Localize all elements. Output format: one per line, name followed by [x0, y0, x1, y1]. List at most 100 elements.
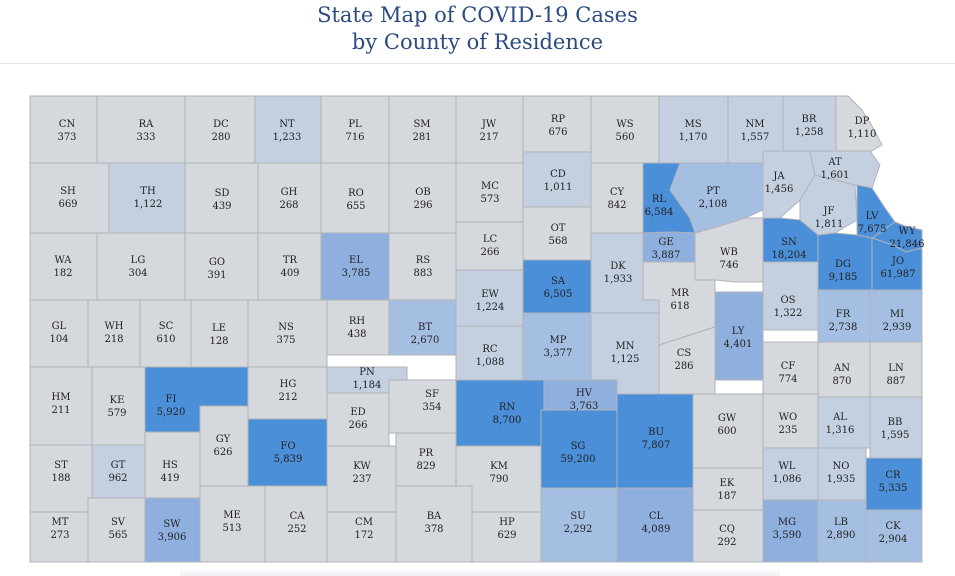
county-pr[interactable]: [395, 432, 457, 487]
county-code-label: RA: [139, 119, 155, 130]
county-rs[interactable]: [388, 232, 457, 301]
county-cases-label: 655: [346, 201, 365, 212]
county-cases-label: 626: [213, 447, 232, 458]
county-cases-label: 61,987: [881, 269, 916, 280]
county-code-label: NM: [746, 119, 765, 130]
map-title-line-1: State Map of COVID-19 Cases: [317, 3, 638, 27]
county-gt[interactable]: [91, 444, 146, 499]
county-sw[interactable]: [144, 497, 201, 563]
county-rn[interactable]: [455, 379, 545, 447]
county-cases-label: 6,584: [645, 207, 674, 218]
county-cases-label: 883: [413, 268, 432, 279]
county-code-label: RH: [349, 316, 366, 327]
county-code-label: WA: [54, 255, 72, 266]
county-cases-label: 1,122: [134, 199, 163, 210]
county-cases-label: 3,887: [652, 250, 681, 261]
county-ns[interactable]: [247, 299, 328, 368]
county-code-label: NS: [278, 322, 294, 333]
county-code-label: FI: [166, 394, 177, 405]
county-wa[interactable]: [29, 232, 98, 301]
county-gh[interactable]: [257, 162, 322, 234]
county-cases-label: 829: [416, 461, 435, 472]
county-code-label: SH: [60, 186, 76, 197]
county-code-label: CY: [610, 187, 625, 198]
county-cases-label: 3,590: [773, 530, 802, 541]
county-cases-label: 2,939: [883, 322, 912, 333]
county-rh[interactable]: [326, 299, 390, 356]
county-code-label: KW: [353, 461, 371, 472]
county-cy[interactable]: [590, 162, 644, 234]
county-code-label: AL: [832, 412, 847, 423]
county-cases-label: 281: [412, 132, 431, 143]
county-cases-label: 286: [674, 361, 693, 372]
county-cases-label: 104: [49, 334, 68, 345]
county-code-label: AN: [833, 363, 850, 374]
county-cases-label: 378: [424, 524, 443, 535]
county-cases-label: 354: [422, 402, 441, 413]
county-cases-label: 1,088: [476, 357, 505, 368]
county-code-label: SD: [215, 188, 230, 199]
county-cases-label: 629: [497, 530, 516, 541]
county-cases-label: 252: [287, 524, 306, 535]
county-cases-label: 1,110: [848, 129, 877, 140]
county-cq[interactable]: [692, 509, 764, 563]
county-code-label: DP: [855, 116, 870, 127]
county-code-label: HS: [162, 460, 178, 471]
county-cases-label: 600: [717, 426, 736, 437]
county-code-label: SV: [111, 517, 126, 528]
county-code-label: WY: [899, 226, 916, 237]
county-code-label: CF: [781, 361, 796, 372]
county-ek[interactable]: [692, 467, 764, 511]
county-th[interactable]: [108, 162, 186, 234]
county-code-label: HG: [280, 379, 297, 390]
county-code-label: DK: [610, 261, 626, 272]
county-cases-label: 1,224: [476, 302, 505, 313]
county-cases-label: 3,377: [544, 348, 573, 359]
county-code-label: EL: [349, 255, 363, 266]
county-cases-label: 1,322: [774, 308, 803, 319]
county-code-label: LB: [834, 517, 848, 528]
county-code-label: BT: [418, 322, 432, 333]
county-tr[interactable]: [257, 232, 322, 301]
county-code-label: NT: [279, 119, 295, 130]
county-cases-label: 280: [211, 132, 230, 143]
county-lg[interactable]: [96, 232, 186, 301]
county-mp[interactable]: [522, 312, 592, 381]
county-cases-label: 790: [489, 474, 508, 485]
county-cases-label: 1,557: [741, 132, 770, 143]
county-fo[interactable]: [247, 418, 328, 487]
county-cases-label: 172: [354, 530, 373, 541]
county-cases-label: 2,292: [564, 524, 593, 535]
county-cases-label: 182: [53, 268, 72, 279]
county-code-label: SU: [570, 511, 585, 522]
county-cases-label: 1,595: [881, 430, 910, 441]
county-code-label: GO: [209, 257, 225, 268]
county-code-label: MC: [481, 181, 499, 192]
county-cases-label: 1,170: [679, 132, 708, 143]
county-gy[interactable]: [199, 405, 249, 487]
county-ob[interactable]: [388, 162, 457, 234]
county-code-label: OT: [551, 223, 566, 234]
county-cases-label: 296: [413, 200, 432, 211]
county-ke[interactable]: [91, 366, 146, 446]
county-code-label: JA: [772, 171, 785, 182]
county-cases-label: 568: [548, 236, 567, 247]
county-cases-label: 1,258: [795, 127, 824, 138]
county-mc[interactable]: [455, 162, 524, 223]
county-ck[interactable]: [865, 509, 923, 563]
county-code-label: LE: [212, 323, 226, 334]
county-code-label: LC: [483, 234, 498, 245]
county-cases-label: 560: [615, 132, 634, 143]
county-cases-label: 1,086: [773, 474, 802, 485]
county-cases-label: 212: [278, 392, 297, 403]
county-cases-label: 21,846: [890, 239, 925, 250]
county-code-label: CQ: [719, 524, 735, 535]
county-code-label: WB: [720, 247, 738, 258]
county-el[interactable]: [320, 232, 390, 301]
county-code-label: WS: [616, 119, 633, 130]
county-lc[interactable]: [455, 221, 524, 271]
county-sh[interactable]: [29, 162, 110, 234]
county-cases-label: 4,401: [724, 339, 753, 350]
county-cases-label: 676: [548, 127, 567, 138]
